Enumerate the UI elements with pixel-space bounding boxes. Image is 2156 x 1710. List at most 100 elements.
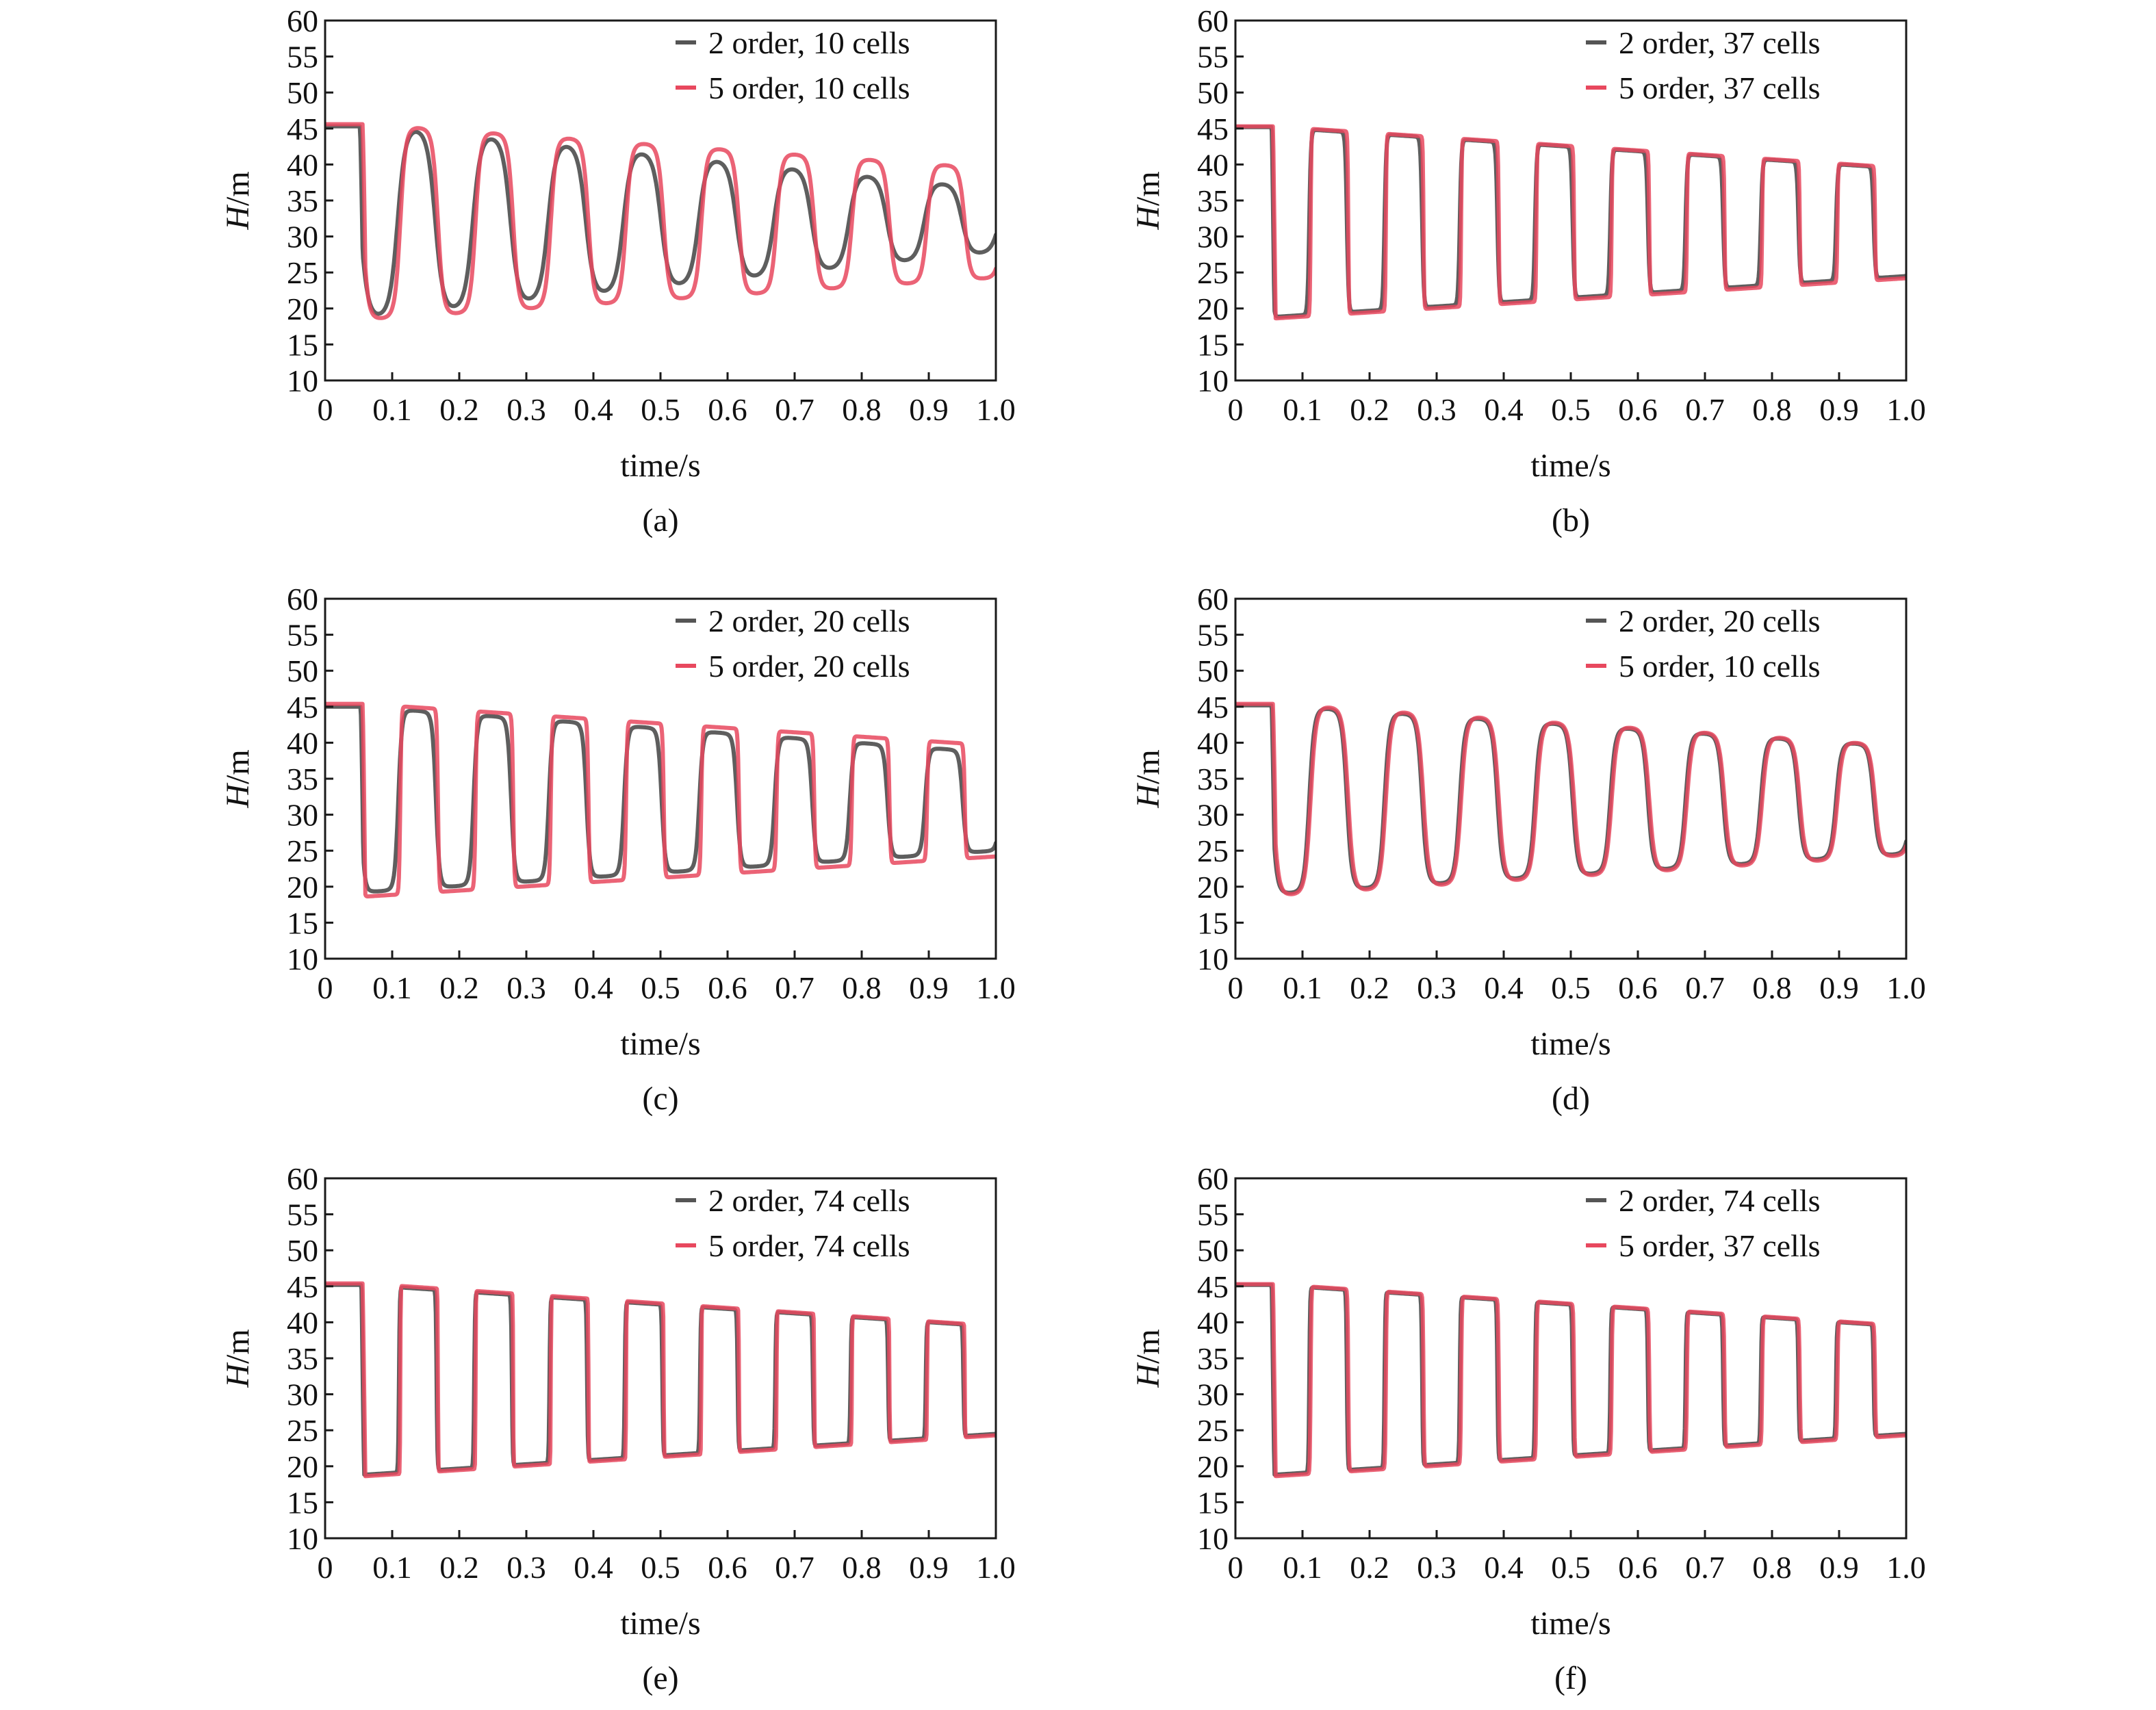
- y-axis-label: H/m: [1130, 749, 1166, 808]
- panel-caption: (e): [642, 1660, 678, 1696]
- x-tick-label: 0.2: [439, 970, 479, 1005]
- plot-area: [1235, 1282, 1906, 1479]
- y-tick-label: 55: [1197, 1197, 1229, 1232]
- y-tick-label: 55: [1197, 618, 1229, 653]
- x-tick-label: 1.0: [1886, 392, 1926, 427]
- x-tick-label: 0.6: [708, 392, 747, 427]
- y-tick-label: 50: [287, 75, 318, 110]
- y-tick-label: 20: [1197, 1449, 1229, 1484]
- x-tick-label: 0.5: [1551, 1550, 1591, 1585]
- y-axis-label: H/m: [220, 749, 256, 808]
- y-tick-label: 20: [1197, 292, 1229, 326]
- x-tick-label: 0: [1228, 970, 1244, 1005]
- y-tick-label: 45: [287, 1269, 318, 1304]
- y-tick-label: 10: [1197, 1521, 1229, 1556]
- y-tick-label: 50: [287, 1233, 318, 1268]
- x-tick-label: 0.8: [842, 1550, 882, 1585]
- series-line: [325, 122, 996, 320]
- y-tick-label: 45: [287, 112, 318, 146]
- x-axis-label: time/s: [620, 448, 700, 484]
- legend-label: 2 order, 20 cells: [1619, 604, 1821, 638]
- x-tick-label: 0.6: [708, 970, 747, 1005]
- y-tick-label: 35: [1197, 183, 1229, 218]
- x-axis-label: time/s: [1530, 1026, 1610, 1062]
- panel-caption: (b): [1552, 502, 1590, 539]
- y-tick-label: 40: [287, 725, 318, 760]
- series-line: [1235, 1282, 1906, 1477]
- series-line: [325, 701, 996, 898]
- x-tick-label: 0.6: [708, 1550, 747, 1585]
- y-tick-label: 40: [287, 147, 318, 182]
- y-tick-label: 55: [1197, 40, 1229, 75]
- x-tick-label: 1.0: [1886, 1550, 1926, 1585]
- x-tick-label: 0.1: [372, 970, 412, 1005]
- x-axis-label: time/s: [1530, 1605, 1610, 1642]
- x-tick-label: 0.9: [909, 392, 949, 427]
- x-tick-label: 0.8: [1752, 1550, 1792, 1585]
- x-tick-label: 0.5: [641, 970, 680, 1005]
- plot-area: [325, 1281, 996, 1479]
- y-tick-label: 60: [1197, 1161, 1229, 1196]
- legend-label: 2 order, 37 cells: [1619, 25, 1821, 60]
- x-axis-label: time/s: [1530, 448, 1610, 484]
- y-tick-label: 50: [287, 653, 318, 688]
- y-tick-label: 25: [287, 833, 318, 868]
- y-tick-label: 30: [1197, 1377, 1229, 1412]
- y-tick-label: 20: [287, 1449, 318, 1484]
- panel-caption: (d): [1552, 1080, 1590, 1117]
- y-tick-label: 20: [1197, 870, 1229, 905]
- y-tick-label: 35: [287, 1341, 318, 1376]
- x-tick-label: 0.2: [1350, 970, 1389, 1005]
- y-tick-label: 15: [287, 327, 318, 362]
- x-tick-label: 0.1: [1283, 970, 1322, 1005]
- x-tick-label: 0: [318, 1550, 333, 1585]
- y-tick-label: 60: [287, 3, 318, 38]
- x-tick-label: 0.6: [1618, 392, 1658, 427]
- legend-label: 2 order, 20 cells: [708, 604, 910, 638]
- y-tick-label: 25: [287, 1413, 318, 1448]
- y-tick-label: 55: [287, 40, 318, 75]
- y-tick-label: 50: [1197, 75, 1229, 110]
- series-line: [1235, 125, 1906, 319]
- y-tick-label: 60: [1197, 3, 1229, 38]
- y-tick-label: 45: [1197, 112, 1229, 146]
- y-tick-label: 40: [1197, 1305, 1229, 1340]
- y-tick-label: 25: [287, 255, 318, 290]
- y-tick-label: 10: [1197, 942, 1229, 976]
- x-tick-label: 0: [318, 392, 333, 427]
- x-tick-label: 0: [1228, 1550, 1244, 1585]
- plot-area: [1235, 124, 1906, 321]
- x-tick-label: 0.4: [1484, 392, 1524, 427]
- x-tick-label: 0.8: [1752, 970, 1792, 1005]
- x-tick-label: 0.4: [1484, 1550, 1524, 1585]
- y-tick-label: 20: [287, 870, 318, 905]
- y-tick-label: 60: [1197, 582, 1229, 617]
- plot-area: [325, 122, 996, 320]
- x-tick-label: 0.4: [1484, 970, 1524, 1005]
- plot-area: [1235, 701, 1906, 896]
- x-tick-label: 0.1: [1283, 392, 1322, 427]
- x-tick-label: 0.7: [1685, 1550, 1725, 1585]
- y-tick-label: 45: [1197, 1269, 1229, 1304]
- y-axis-label: H/m: [1130, 171, 1166, 230]
- x-axis-label: time/s: [620, 1026, 700, 1062]
- series-line: [1235, 701, 1906, 896]
- legend-label: 2 order, 74 cells: [708, 1183, 910, 1218]
- legend-label: 5 order, 37 cells: [1619, 1228, 1821, 1263]
- x-tick-label: 0.2: [439, 1550, 479, 1585]
- panel-caption: (a): [642, 502, 678, 539]
- y-tick-label: 40: [1197, 725, 1229, 760]
- x-tick-label: 1.0: [976, 1550, 1016, 1585]
- x-tick-label: 0.3: [1417, 970, 1456, 1005]
- x-tick-label: 0.3: [506, 392, 546, 427]
- legend-label: 5 order, 74 cells: [708, 1228, 910, 1263]
- series-line: [325, 1282, 996, 1477]
- x-tick-label: 0.6: [1618, 1550, 1658, 1585]
- x-tick-label: 0.4: [574, 1550, 613, 1585]
- x-tick-label: 0.3: [1417, 392, 1456, 427]
- x-tick-label: 0.2: [1350, 392, 1389, 427]
